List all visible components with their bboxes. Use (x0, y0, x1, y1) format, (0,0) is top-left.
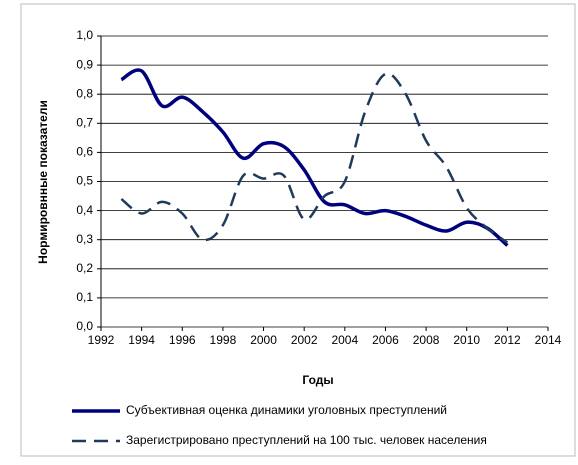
y-tick-label: 1,0 (76, 28, 93, 42)
series-line (120, 72, 509, 244)
legend-label: Субъективная оценка динамики уголовных п… (126, 403, 447, 417)
x-axis-label: Годы (302, 373, 333, 387)
x-tick-label: 2012 (494, 333, 521, 347)
y-tick-label: 0,9 (76, 57, 93, 71)
y-tick-label: 0,1 (76, 290, 93, 304)
series-line (120, 68, 509, 247)
x-tick-label: 1998 (210, 333, 237, 347)
x-tick-label: 2010 (453, 333, 480, 347)
y-tick-label: 0,5 (76, 174, 93, 188)
chart-frame (20, 3, 576, 457)
x-tick-label: 2014 (535, 333, 562, 347)
x-tick-label: 1994 (128, 333, 155, 347)
legend-label: Зарегистрировано преступлений на 100 тыс… (126, 433, 487, 447)
x-tick-label: 1996 (169, 333, 196, 347)
y-tick-label: 0,7 (76, 115, 93, 129)
x-tick-label: 2008 (413, 333, 440, 347)
y-tick-label: 0,4 (76, 203, 93, 217)
x-tick-label: 2002 (291, 333, 318, 347)
y-tick-label: 0,2 (76, 261, 93, 275)
y-tick-label: 0,3 (76, 232, 93, 246)
x-tick-label: 2006 (372, 333, 399, 347)
y-axis-label: Нормировнные показатели (36, 100, 50, 264)
y-tick-label: 0,8 (76, 86, 93, 100)
x-tick-label: 2004 (331, 333, 358, 347)
y-tick-label: 0,0 (76, 319, 93, 333)
y-tick-label: 0,6 (76, 145, 93, 159)
x-tick-label: 1992 (88, 333, 115, 347)
x-tick-label: 2000 (250, 333, 277, 347)
